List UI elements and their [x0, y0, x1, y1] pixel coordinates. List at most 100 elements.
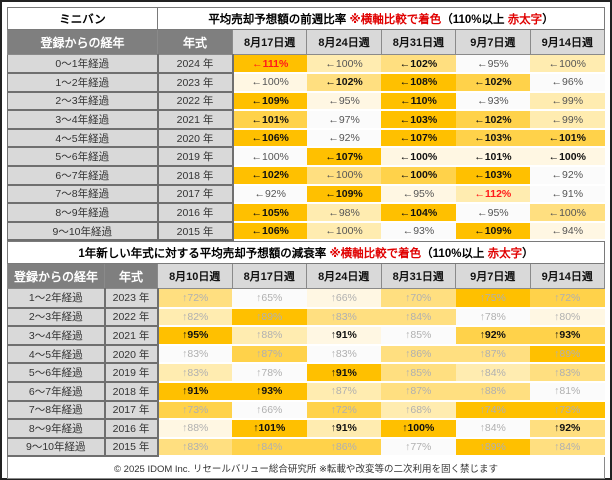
year-cell: 2018 年 — [157, 165, 234, 186]
elapsed-cell: 5～6年経過 — [7, 146, 159, 168]
ratio-cell: ↑85% — [381, 363, 456, 383]
week-header: 9月14日週 — [529, 29, 606, 55]
note-red: 赤太字 — [487, 247, 523, 260]
up-arrow-icon: ↑ — [182, 310, 188, 323]
ratio-value: 85% — [410, 329, 432, 342]
ratio-value: 83% — [187, 348, 209, 361]
left-arrow-icon: ← — [399, 57, 411, 70]
note-end: ） — [522, 247, 534, 260]
ratio-value: 66% — [335, 291, 357, 304]
up-arrow-icon: ↑ — [405, 366, 411, 379]
ratio-value: 88% — [484, 385, 506, 398]
ratio-value: 88% — [261, 329, 283, 342]
up-arrow-icon: ↑ — [182, 348, 188, 361]
up-arrow-icon: ↑ — [554, 422, 560, 435]
ratio-cell: ↑84% — [455, 363, 530, 383]
ratio-value: 102% — [484, 113, 512, 126]
ratio-cell: ↑84% — [530, 437, 605, 458]
up-arrow-icon: ↑ — [330, 440, 336, 453]
left-arrow-icon: ← — [474, 150, 485, 163]
left-arrow-icon: ← — [251, 206, 263, 219]
up-arrow-icon: ↑ — [479, 440, 485, 453]
note-prefix: ※横軸比較で着色 — [329, 247, 422, 260]
ratio-cell: ←95% — [455, 203, 531, 223]
ratio-value: 107% — [335, 150, 363, 163]
decay-rate-table: 1年新しい年式に対する平均売却予想額の減衰率 ※横軸比較で着色（110%以上 赤… — [7, 241, 605, 479]
left-arrow-icon: ← — [328, 113, 339, 126]
ratio-cell: ↑81% — [530, 381, 605, 402]
ratio-cell: ←102% — [455, 73, 531, 93]
ratio-value: 95% — [487, 206, 509, 219]
ratio-value: 75% — [484, 291, 506, 304]
year-cell: 2017 年 — [104, 400, 159, 421]
left-arrow-icon: ← — [328, 94, 339, 107]
ratio-cell: ←92% — [530, 166, 605, 186]
ratio-cell: ↑87% — [306, 381, 381, 402]
ratio-cell: ↑91% — [306, 326, 381, 346]
ratio-cell: ↑101% — [232, 419, 307, 439]
ratio-cell: ↑72% — [530, 288, 605, 309]
ratio-value: 84% — [484, 366, 506, 379]
ratio-value: 100% — [559, 57, 586, 70]
elapsed-cell: 8～9年経過 — [7, 202, 159, 223]
up-arrow-icon: ↑ — [256, 329, 262, 342]
ratio-value: 66% — [261, 403, 283, 416]
ratio-value: 111% — [262, 57, 289, 70]
year-cell: 2019 年 — [104, 362, 159, 383]
left-arrow-icon: ← — [399, 76, 411, 89]
ratio-value: 93% — [413, 225, 435, 238]
col-year-header: 年式 — [104, 263, 158, 290]
up-arrow-icon: ↑ — [402, 422, 408, 435]
ratio-cell: ←105% — [232, 203, 307, 223]
elapsed-cell: 7～8年経過 — [7, 400, 106, 421]
up-arrow-icon: ↑ — [256, 403, 262, 416]
up-arrow-icon: ↑ — [554, 291, 560, 304]
ratio-cell: ↑72% — [157, 288, 232, 309]
ratio-cell: ↑92% — [530, 419, 605, 439]
top-table-title: 平均売却予想額の前週比率 ※横軸比較で着色（110%以上 赤太字） — [157, 7, 605, 30]
ratio-cell: ↑87% — [381, 381, 456, 402]
ratio-cell: ↑87% — [455, 344, 530, 365]
ratio-cell: ↑78% — [232, 363, 307, 383]
ratio-value: 93% — [487, 94, 509, 107]
ratio-value: 85% — [410, 366, 432, 379]
ratio-value: 87% — [484, 348, 506, 361]
ratio-cell: ←101% — [530, 128, 605, 149]
ratio-cell: ←94% — [530, 221, 605, 242]
ratio-cell: ↑93% — [232, 381, 307, 402]
left-arrow-icon: ← — [548, 206, 560, 219]
ratio-value: 72% — [335, 403, 357, 416]
year-cell: 2021 年 — [104, 325, 159, 346]
week-header: 8月24日週 — [306, 29, 382, 55]
week-header: 8月31日週 — [380, 263, 456, 290]
ratio-cell: ↑77% — [381, 437, 456, 458]
left-arrow-icon: ← — [551, 94, 563, 107]
ratio-cell: ←102% — [381, 54, 456, 75]
ratio-value: 100% — [410, 169, 438, 182]
ratio-cell: ←93% — [381, 221, 456, 242]
left-arrow-icon: ← — [251, 132, 263, 145]
year-cell: 2023 年 — [157, 72, 234, 93]
ratio-value: 102% — [335, 76, 363, 89]
ratio-value: 95% — [338, 94, 360, 107]
elapsed-cell: 5～6年経過 — [7, 362, 106, 383]
up-arrow-icon: ↑ — [554, 440, 560, 453]
ratio-cell: ←104% — [381, 203, 456, 223]
left-arrow-icon: ← — [474, 225, 485, 238]
copyright-footer: © 2025 IDOM Inc. リセールバリュー総合研究所 ※転載や改変等の二… — [7, 455, 605, 479]
up-arrow-icon: ↑ — [479, 403, 485, 416]
ratio-value: 84% — [261, 440, 283, 453]
elapsed-cell: 7～8年経過 — [7, 184, 159, 205]
ratio-value: 105% — [262, 206, 289, 219]
ratio-value: 99% — [562, 113, 584, 126]
ratio-cell: ←100% — [232, 73, 307, 93]
ratio-cell: ↑86% — [381, 344, 456, 365]
table-row: 3～4年経過 2021 年 ←101% ←97% ←103% ←102% ←99% — [7, 109, 605, 130]
ratio-value: 106% — [262, 225, 289, 238]
ratio-cell: ↑91% — [157, 381, 232, 402]
left-arrow-icon: ← — [548, 132, 560, 145]
ratio-value: 70% — [410, 291, 432, 304]
year-cell: 2023 年 — [104, 288, 159, 309]
table-row: 8～9年経過 2016 年 ↑88% ↑101% ↑91% ↑100% ↑84% ↑92% — [7, 418, 605, 439]
up-arrow-icon: ↑ — [554, 385, 560, 398]
